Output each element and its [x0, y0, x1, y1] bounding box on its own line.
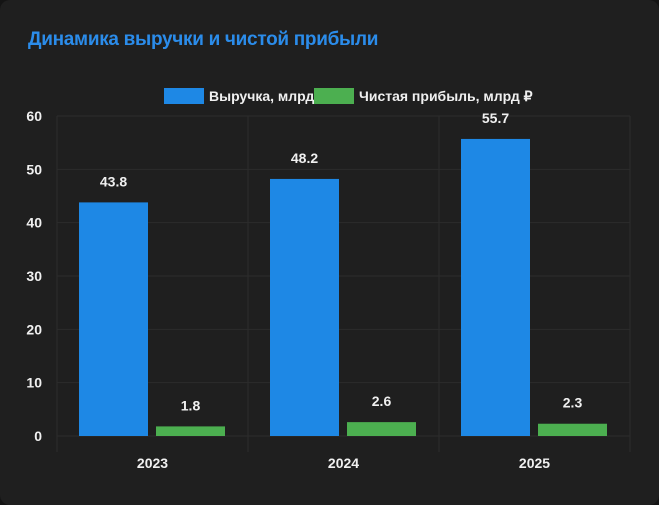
- chart-title: Динамика выручки и чистой прибыли: [28, 29, 379, 50]
- legend-swatch-revenue: [164, 88, 204, 104]
- legend-swatch-net-profit: [314, 88, 354, 104]
- revenue-data-label: 43.8: [100, 173, 127, 189]
- revenue-bar: [461, 138, 530, 436]
- y-tick-label: 30: [26, 268, 42, 284]
- net-profit-data-label: 2.6: [372, 393, 392, 409]
- legend-label-net-profit: Чистая прибыль, млрд ₽: [359, 88, 533, 104]
- legend-label-revenue: Выручка, млрд ₽: [209, 88, 327, 104]
- net-profit-bar: [347, 422, 416, 436]
- net-profit-bar: [156, 426, 225, 436]
- x-tick-label: 2025: [519, 455, 550, 471]
- y-tick-label: 40: [26, 215, 42, 231]
- y-tick-label: 10: [26, 375, 42, 391]
- revenue-data-label: 55.7: [482, 110, 509, 126]
- y-tick-label: 0: [34, 428, 42, 444]
- y-tick-label: 20: [26, 321, 42, 337]
- x-tick-label: 2024: [328, 455, 359, 471]
- net-profit-data-label: 1.8: [181, 397, 201, 413]
- x-tick-label: 2023: [137, 455, 168, 471]
- revenue-bar: [270, 178, 339, 436]
- revenue-data-label: 48.2: [291, 150, 318, 166]
- revenue-bar: [79, 202, 148, 436]
- net-profit-data-label: 2.3: [563, 395, 583, 411]
- net-profit-bar: [538, 423, 607, 436]
- y-tick-label: 60: [26, 108, 42, 124]
- y-tick-label: 50: [26, 161, 42, 177]
